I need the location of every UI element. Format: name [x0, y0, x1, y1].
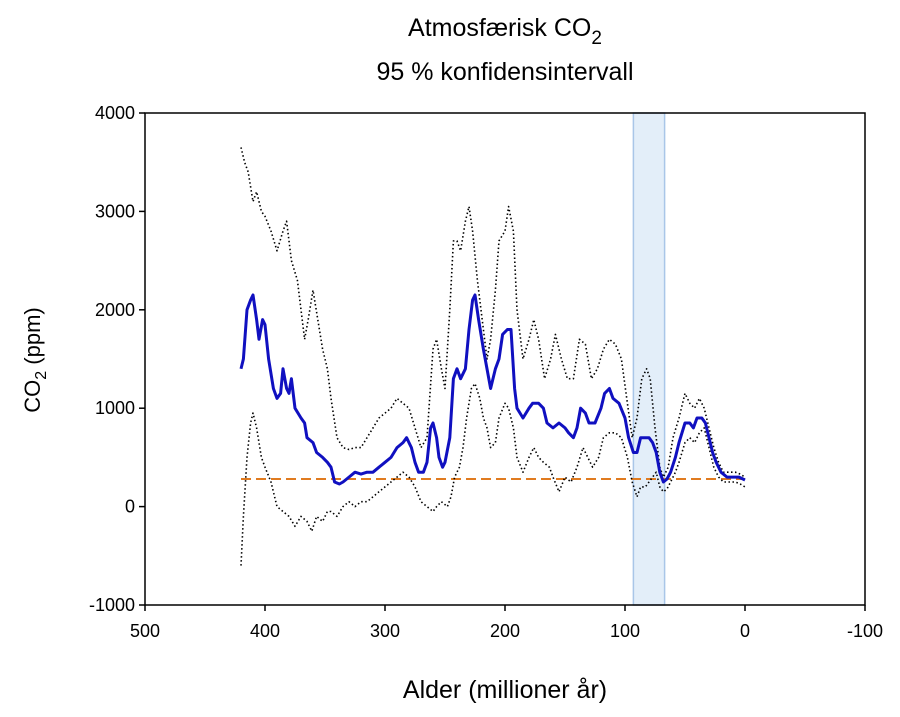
y-tick-label: 0	[125, 497, 135, 517]
x-tick-label: 200	[490, 621, 520, 641]
ylabel-unit: (ppm)	[20, 307, 45, 371]
mean-line	[239, 293, 746, 486]
title-main: Atmosfærisk CO	[408, 14, 591, 42]
x-tick-label: 400	[250, 621, 280, 641]
x-tick-label: 500	[130, 621, 160, 641]
ylabel-subscript: 2	[33, 371, 50, 380]
title-subscript: 2	[591, 28, 602, 49]
confidence-line	[240, 147, 746, 478]
y-tick-label: 1000	[95, 398, 135, 418]
y-tick-label: -1000	[89, 595, 135, 615]
x-tick-label: 0	[740, 621, 750, 641]
ylabel-main: CO	[20, 380, 45, 413]
shaded-band	[632, 112, 666, 606]
x-axis-label: Alder (millioner år)	[403, 676, 607, 704]
y-axis-label: CO2 (ppm)	[20, 307, 50, 412]
plot-frame	[144, 112, 866, 606]
y-tick-label: 3000	[95, 201, 135, 221]
y-tick-label: 2000	[95, 300, 135, 320]
x-tick-label: 300	[370, 621, 400, 641]
chart-title: Atmosfærisk CO2	[408, 14, 602, 49]
y-tick-label: 4000	[95, 103, 135, 123]
x-tick-label: -100	[847, 621, 883, 641]
x-tick-label: 100	[610, 621, 640, 641]
chart-subtitle: 95 % konfidensintervall	[376, 58, 633, 86]
